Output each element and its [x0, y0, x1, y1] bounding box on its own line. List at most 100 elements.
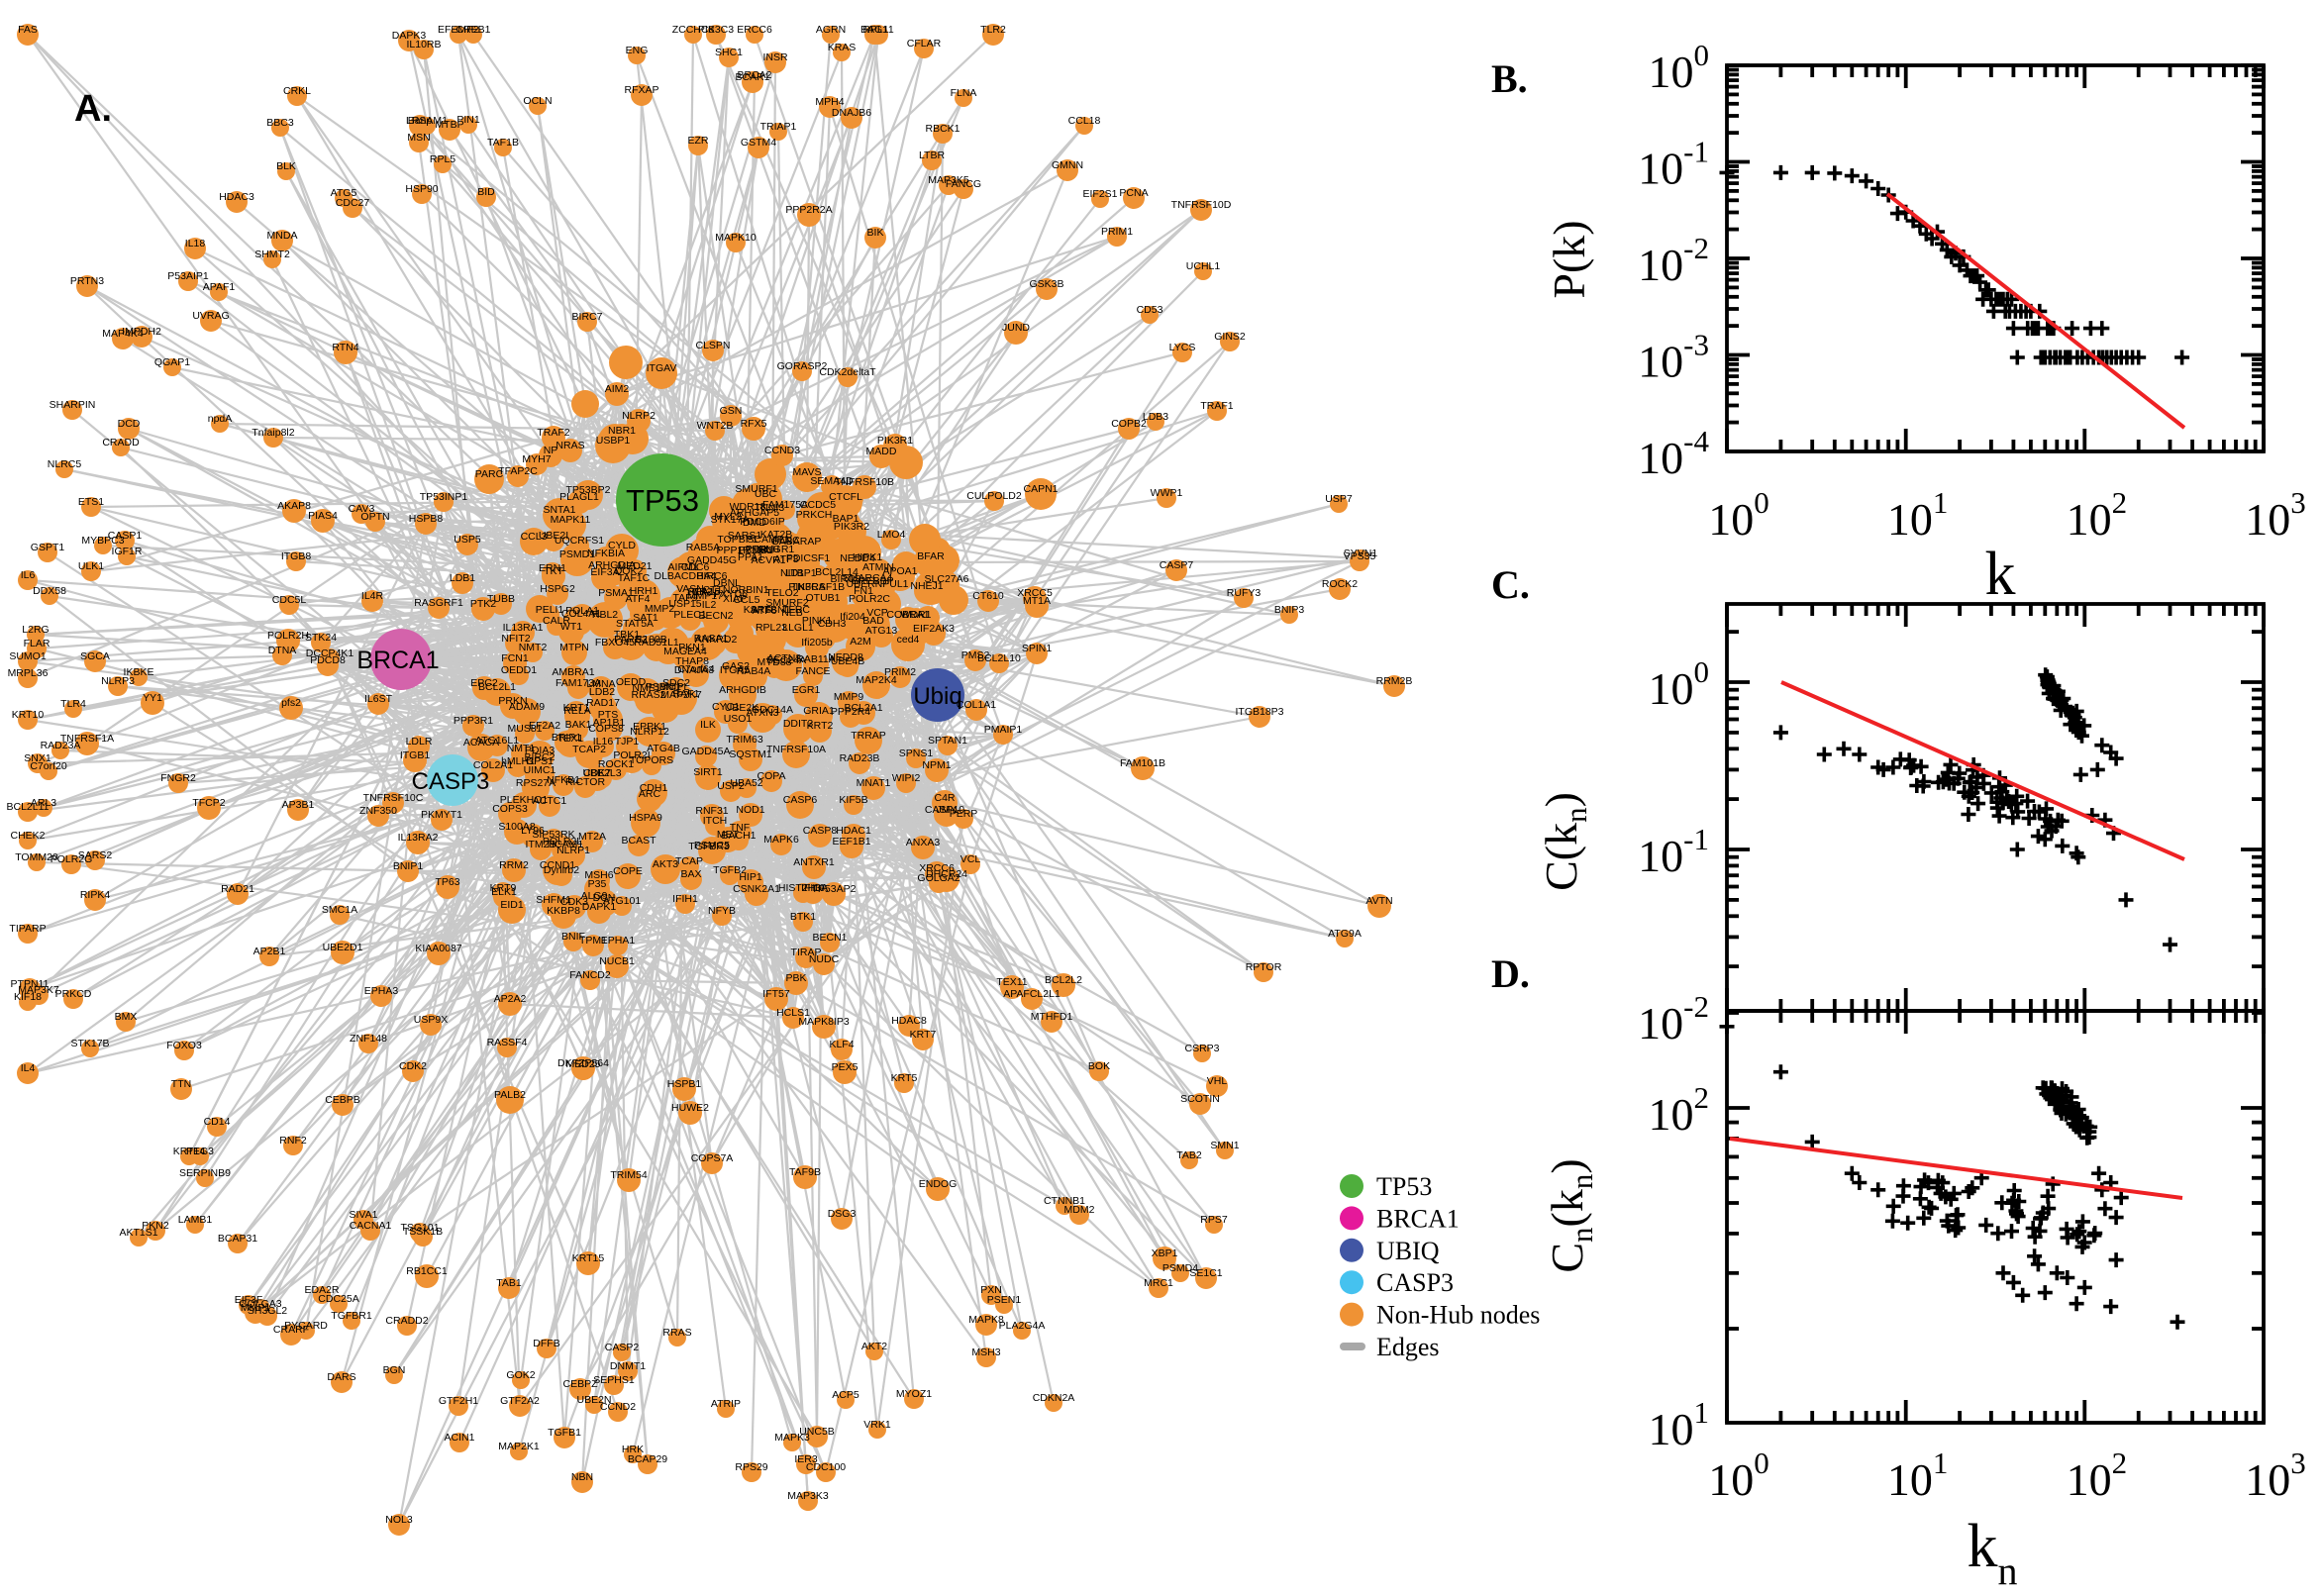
svg-text:BCAP31: BCAP31: [218, 1233, 257, 1245]
svg-text:ced4: ced4: [897, 634, 920, 646]
svg-text:BNIPL: BNIPL: [659, 681, 690, 693]
svg-text:RAD17: RAD17: [586, 697, 620, 709]
svg-text:CDK2deltaT: CDK2deltaT: [819, 366, 876, 378]
svg-text:PRIM2: PRIM2: [884, 666, 916, 678]
svg-text:KRAS: KRAS: [828, 42, 857, 53]
svg-text:RNF2: RNF2: [279, 1135, 307, 1147]
svg-text:BAG1: BAG1: [860, 24, 888, 36]
svg-text:LMO4: LMO4: [877, 529, 906, 541]
svg-text:PEX5: PEX5: [832, 1061, 858, 1073]
svg-text:UVRAG: UVRAG: [192, 310, 229, 322]
svg-text:WDR1: WDR1: [901, 609, 932, 621]
svg-text:SQSTM1: SQSTM1: [729, 748, 771, 760]
svg-text:NLRC5: NLRC5: [48, 458, 82, 470]
svg-text:CSRP3: CSRP3: [1184, 1043, 1219, 1054]
svg-text:PIN1: PIN1: [456, 114, 480, 126]
svg-text:MAPK6: MAPK6: [763, 834, 799, 846]
svg-text:MAPK8: MAPK8: [968, 1314, 1004, 1326]
svg-text:KAT2B: KAT2B: [760, 529, 792, 541]
svg-text:SMURF1: SMURF1: [735, 483, 777, 495]
svg-text:UBE4B: UBE4B: [831, 655, 864, 667]
svg-text:BTK1: BTK1: [790, 911, 816, 923]
svg-text:ARHGDIB: ARHGDIB: [719, 684, 766, 696]
svg-text:Non-Hub nodes: Non-Hub nodes: [1376, 1301, 1540, 1330]
svg-text:BIRC7: BIRC7: [572, 311, 603, 323]
svg-text:ITGB1: ITGB1: [400, 749, 431, 761]
svg-text:ACVR1: ACVR1: [751, 554, 785, 566]
svg-text:CASP3: CASP3: [1376, 1268, 1454, 1297]
svg-text:MADD: MADD: [866, 446, 897, 457]
svg-text:MNAT1: MNAT1: [857, 777, 891, 789]
svg-text:ACP5: ACP5: [832, 1389, 859, 1401]
svg-text:VCP: VCP: [866, 607, 888, 619]
svg-text:TIPARP: TIPARP: [9, 923, 46, 935]
svg-text:PTPN11: PTPN11: [11, 978, 50, 990]
svg-text:BAP1: BAP1: [833, 513, 859, 525]
svg-text:CD53: CD53: [1137, 304, 1163, 316]
svg-text:ETS1: ETS1: [78, 496, 104, 508]
svg-text:SIRT1: SIRT1: [693, 766, 723, 778]
svg-text:TRAF1: TRAF1: [1200, 400, 1233, 412]
svg-text:BAK1: BAK1: [565, 719, 592, 731]
svg-text:VHL: VHL: [1207, 1075, 1228, 1087]
svg-text:CRARF: CRARF: [273, 1324, 309, 1336]
svg-text:KIF18: KIF18: [14, 991, 42, 1003]
svg-text:EPHA1: EPHA1: [601, 935, 636, 947]
svg-text:TP53INP1: TP53INP1: [420, 491, 468, 503]
svg-text:EIF3F: EIF3F: [235, 1294, 263, 1306]
svg-text:SEMA4D: SEMA4D: [810, 475, 854, 487]
svg-text:ITGAV: ITGAV: [647, 362, 677, 374]
svg-text:BRCA1: BRCA1: [1376, 1204, 1460, 1233]
svg-text:Ubiq: Ubiq: [913, 683, 961, 710]
svg-text:SIVA1: SIVA1: [350, 1209, 378, 1221]
svg-text:SHMT2: SHMT2: [254, 249, 290, 260]
svg-text:k: k: [1985, 541, 2016, 608]
svg-text:PLEC1: PLEC1: [673, 609, 706, 621]
svg-text:PMS2: PMS2: [961, 649, 990, 661]
svg-text:NHEJ1: NHEJ1: [910, 580, 943, 592]
svg-text:FOXO3: FOXO3: [166, 1040, 202, 1051]
svg-text:RAD21: RAD21: [221, 883, 254, 895]
svg-text:MSH3: MSH3: [971, 1347, 1000, 1358]
svg-text:GMNN: GMNN: [1052, 159, 1083, 171]
svg-text:CASP3: CASP3: [412, 768, 490, 795]
svg-text:GSPT1: GSPT1: [31, 542, 65, 553]
svg-text:PDCD8: PDCD8: [310, 654, 346, 666]
svg-text:CEBPB: CEBPB: [325, 1094, 360, 1106]
svg-text:OEDD1: OEDD1: [501, 664, 537, 676]
svg-text:MAP4K4: MAP4K4: [102, 328, 144, 340]
svg-text:COPA: COPA: [758, 770, 786, 782]
svg-text:BOK: BOK: [1088, 1060, 1110, 1072]
svg-text:TGFB2: TGFB2: [713, 864, 747, 876]
svg-text:MT2A: MT2A: [578, 831, 606, 843]
svg-text:LDB2: LDB2: [589, 686, 615, 698]
svg-text:KRT7: KRT7: [910, 1029, 937, 1041]
svg-text:USP5: USP5: [454, 534, 481, 546]
svg-text:Tnfaip8l2: Tnfaip8l2: [252, 427, 294, 439]
svg-text:MNDA: MNDA: [267, 230, 298, 242]
svg-text:SERPINB9: SERPINB9: [179, 1167, 231, 1179]
svg-text:npdA: npdA: [208, 413, 233, 425]
svg-text:BCL2L2: BCL2L2: [1045, 974, 1082, 986]
svg-text:TAF1B: TAF1B: [487, 137, 519, 149]
svg-text:DSG3: DSG3: [828, 1208, 857, 1220]
svg-text:IFI16: IFI16: [801, 882, 825, 894]
svg-text:PDICSF1: PDICSF1: [786, 552, 831, 564]
svg-text:USO1: USO1: [724, 713, 753, 725]
svg-text:KRT15: KRT15: [572, 1252, 605, 1264]
svg-text:PELI1: PELI1: [536, 604, 564, 616]
svg-text:ARC: ARC: [639, 788, 661, 800]
svg-text:IFT57: IFT57: [762, 988, 790, 1000]
svg-text:BIK: BIK: [867, 227, 884, 239]
svg-text:PINK1: PINK1: [802, 615, 833, 627]
svg-text:ANXA3: ANXA3: [906, 837, 941, 848]
svg-text:KRT10: KRT10: [12, 709, 45, 721]
svg-text:AP2A2: AP2A2: [494, 993, 527, 1005]
svg-text:RB1CC1: RB1CC1: [406, 1265, 448, 1277]
svg-text:KRT5: KRT5: [891, 1072, 918, 1084]
svg-text:CSNK2A1: CSNK2A1: [733, 883, 780, 895]
svg-text:ATG101: ATG101: [603, 895, 641, 907]
svg-text:TRAF2: TRAF2: [537, 427, 569, 439]
svg-text:ATRIP: ATRIP: [711, 1398, 741, 1410]
svg-text:UQCRFS1: UQCRFS1: [555, 535, 604, 547]
